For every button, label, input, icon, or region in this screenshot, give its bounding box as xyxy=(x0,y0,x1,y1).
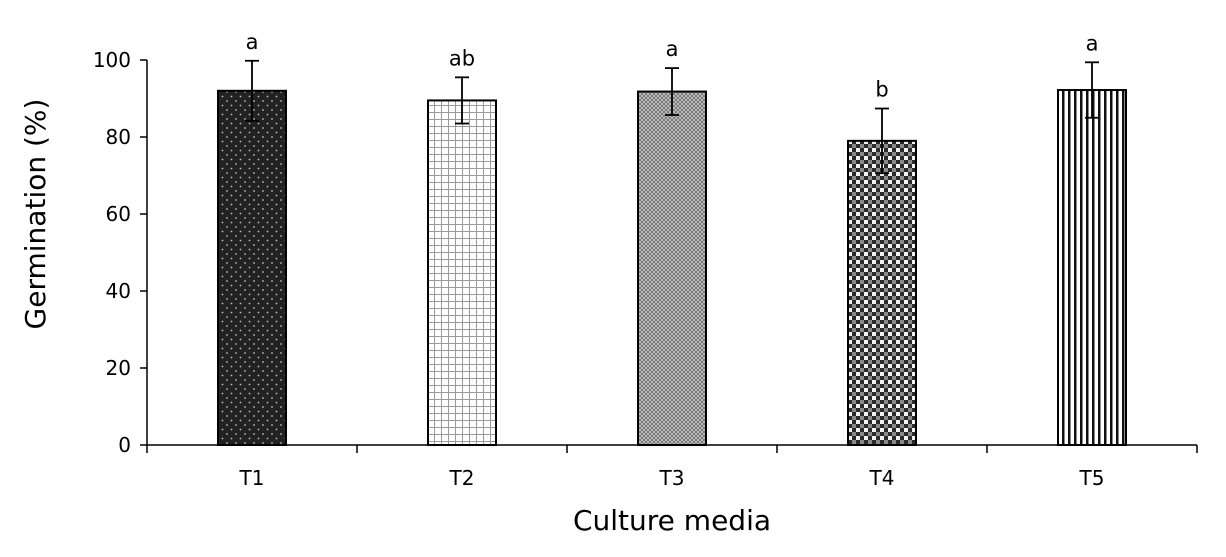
significance-label-t4: b xyxy=(875,78,888,102)
x-axis-title: Culture media xyxy=(573,504,771,537)
significance-label-t2: ab xyxy=(449,46,475,70)
y-axis-title: Germination (%) xyxy=(19,99,52,330)
significance-label-t3: a xyxy=(666,37,679,61)
x-tick-label-t5: T5 xyxy=(1079,466,1105,490)
y-tick-label: 80 xyxy=(106,125,131,149)
y-tick-label: 20 xyxy=(106,356,131,380)
bar-t1 xyxy=(217,89,287,447)
y-tick-label: 100 xyxy=(93,48,131,72)
x-tick-label-t3: T3 xyxy=(659,466,685,490)
bar-t4 xyxy=(847,139,917,446)
significance-label-t5: a xyxy=(1086,31,1099,55)
x-tick-label-t2: T2 xyxy=(449,466,475,490)
significance-label-t1: a xyxy=(246,30,259,54)
y-tick-label: 0 xyxy=(118,433,131,457)
bar-t3 xyxy=(637,90,707,446)
bar-t5 xyxy=(1057,89,1127,446)
x-tick-label-t1: T1 xyxy=(239,466,265,490)
y-tick-label: 60 xyxy=(106,202,131,226)
bar-t2 xyxy=(427,99,497,447)
y-tick-label: 40 xyxy=(106,279,131,303)
x-tick-label-t4: T4 xyxy=(869,466,895,490)
